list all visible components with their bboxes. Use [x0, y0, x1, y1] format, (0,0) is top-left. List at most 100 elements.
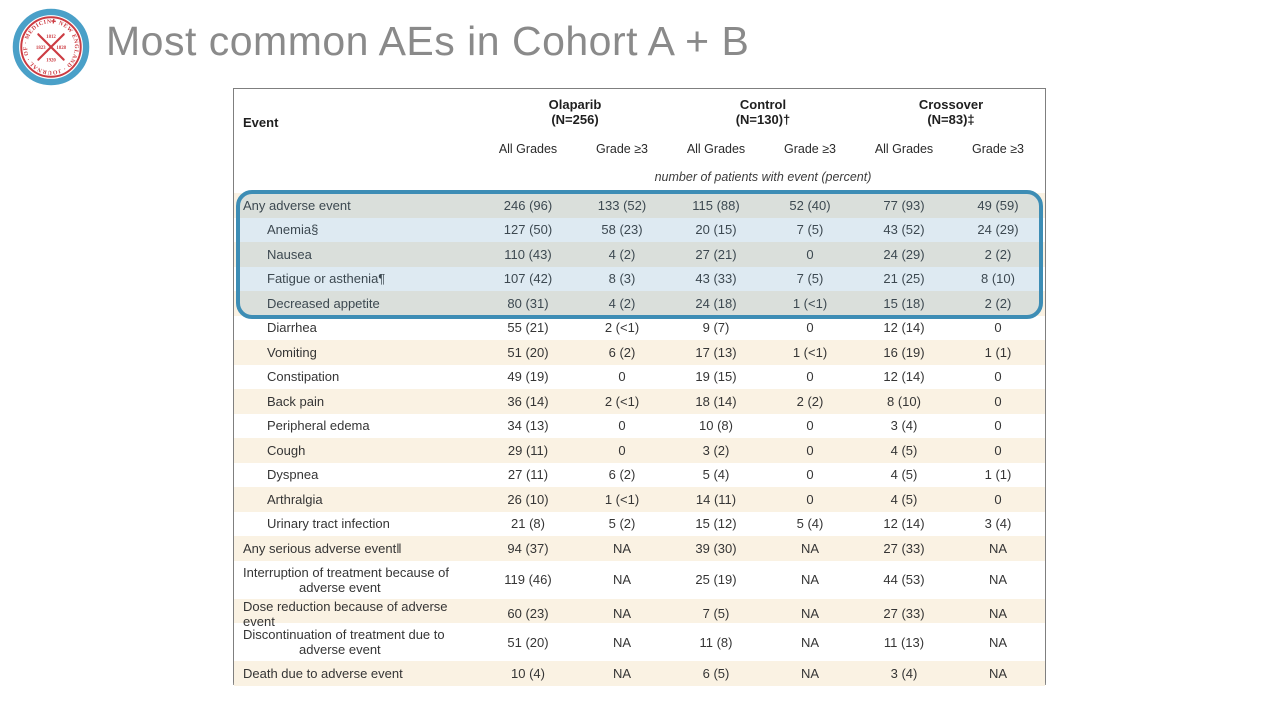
table-row: Interruption of treatment because of adv… [234, 560, 1045, 599]
value-cell: 80 (31) [507, 295, 549, 311]
table-row: Cough 29 (11) 0 3 (2) 0 4 (5) 0 [234, 438, 1045, 463]
value-cell: 10 (8) [699, 418, 733, 434]
value-cell: 3 (4) [984, 516, 1012, 532]
group-name: Control [739, 97, 787, 112]
subheader-all-grades: All Grades [686, 142, 746, 156]
value-cell: 27 (21) [695, 246, 737, 262]
value-cell: 0 [806, 246, 814, 262]
value-cell: 52 (40) [789, 197, 831, 213]
value-cell: 0 [806, 369, 814, 385]
value-cell: 12 (14) [883, 369, 925, 385]
treatment-group-header-row: Olaparib (N=256) Control (N=130)† Crosso… [234, 97, 1045, 127]
value-cell: 7 (5) [796, 222, 824, 238]
logo-year-bottom: 1920 [46, 59, 56, 64]
value-cell: 9 (7) [702, 320, 730, 336]
event-label: Any adverse event [243, 197, 351, 213]
table-row: Anemia§ 127 (50) 58 (23) 20 (15) 7 (5) 43 (5… [234, 217, 1045, 242]
value-cell: NA [612, 540, 632, 556]
value-cell: NA [800, 634, 820, 650]
event-label: Constipation [267, 369, 340, 385]
value-cell: 15 (12) [695, 516, 737, 532]
table-row: Fatigue or asthenia¶ 107 (42) 8 (3) 43 (33… [234, 266, 1045, 291]
value-cell: 110 (43) [504, 246, 552, 262]
value-cell: 4 (5) [890, 442, 918, 458]
value-cell: 4 (2) [608, 246, 636, 262]
subheader-grade3: Grade ≥3 [595, 142, 649, 156]
value-cell: 3 (4) [890, 665, 918, 681]
value-cell: 0 [806, 467, 814, 483]
event-label: Interruption of treatment because of adv… [243, 564, 449, 595]
value-cell: NA [988, 634, 1008, 650]
value-cell: 8 (3) [608, 271, 636, 287]
value-cell: 44 (53) [883, 572, 925, 587]
value-cell: 1 (1) [984, 344, 1012, 360]
event-label: Any serious adverse event‖ [243, 540, 402, 556]
value-cell: 60 (23) [507, 606, 549, 621]
value-cell: 1 (<1) [792, 344, 828, 360]
value-cell: 11 (13) [883, 634, 925, 650]
value-cell: 12 (14) [883, 320, 925, 336]
value-cell: 15 (18) [883, 295, 925, 311]
subheader-all-grades: All Grades [874, 142, 934, 156]
value-cell: 43 (33) [695, 271, 737, 287]
value-cell: 3 (2) [702, 442, 730, 458]
subheader-grade3: Grade ≥3 [971, 142, 1025, 156]
value-cell: 51 (20) [507, 634, 549, 650]
value-cell: NA [800, 540, 820, 556]
value-cell: 2 (2) [984, 246, 1012, 262]
value-cell: 27 (33) [883, 606, 925, 621]
value-cell: 8 (10) [887, 393, 921, 409]
table-row: Nausea 110 (43) 4 (2) 27 (21) 0 24 (29) 2 (2) [234, 242, 1045, 267]
value-cell: 7 (5) [702, 606, 730, 621]
value-cell: 0 [618, 418, 626, 434]
table-row: Urinary tract infection 21 (8) 5 (2) 15 (1… [234, 511, 1045, 536]
value-cell: 1 (<1) [792, 295, 828, 311]
value-cell: 0 [618, 442, 626, 458]
value-cell: 77 (93) [883, 197, 925, 213]
value-cell: 49 (19) [507, 369, 549, 385]
value-cell: 6 (5) [702, 665, 730, 681]
value-cell: 10 (4) [511, 665, 545, 681]
event-label: Peripheral edema [267, 418, 370, 434]
table-row: Diarrhea 55 (21) 2 (<1) 9 (7) 0 12 (14) 0 [234, 315, 1045, 340]
table-row: Decreased appetite 80 (31) 4 (2) 24 (18) 1 … [234, 291, 1045, 316]
column-group-control: Control (N=130)† [669, 97, 857, 127]
event-label: Dyspnea [267, 467, 319, 483]
value-cell: NA [988, 665, 1008, 681]
table-header: Event Olaparib (N=256) Control (N=130)† … [234, 89, 1045, 193]
value-cell: 25 (19) [695, 572, 737, 587]
value-cell: 5 (4) [702, 467, 730, 483]
value-cell: 0 [994, 393, 1002, 409]
page-title: Most common AEs in Cohort A + B [106, 18, 750, 64]
value-cell: 5 (4) [796, 516, 824, 532]
table-row: Any serious adverse event‖ 94 (37) NA 39 (… [234, 536, 1045, 561]
value-cell: 0 [806, 491, 814, 507]
value-cell: 36 (14) [507, 393, 549, 409]
value-cell: 1 (1) [984, 467, 1012, 483]
value-cell: 4 (5) [890, 467, 918, 483]
value-cell: 0 [806, 442, 814, 458]
table-row: Vomiting 51 (20) 6 (2) 17 (13) 1 (<1) 16 (19… [234, 340, 1045, 365]
value-cell: NA [988, 540, 1008, 556]
column-group-olaparib: Olaparib (N=256) [481, 97, 669, 127]
value-cell: 0 [994, 369, 1002, 385]
value-cell: 8 (10) [981, 271, 1015, 287]
value-cell: NA [612, 634, 632, 650]
value-cell: 246 (96) [503, 197, 553, 213]
event-label: Fatigue or asthenia¶ [267, 271, 386, 287]
table-body: Any adverse event 246 (96) 133 (52) 115 (8… [234, 193, 1045, 686]
value-cell: 119 (46) [504, 572, 552, 587]
event-label: Discontinuation of treatment due to adve… [243, 627, 445, 657]
units-note: number of patients with event (percent) [654, 170, 872, 184]
event-label: Back pain [267, 393, 325, 409]
value-cell: 26 (10) [507, 491, 549, 507]
value-cell: 14 (11) [695, 491, 737, 507]
value-cell: 11 (8) [699, 634, 733, 650]
value-cell: 16 (19) [883, 344, 925, 360]
event-column-header: Event [243, 115, 279, 130]
value-cell: 0 [806, 320, 814, 336]
value-cell: 2 (2) [984, 295, 1012, 311]
value-cell: 39 (30) [695, 540, 737, 556]
value-cell: 115 (88) [692, 197, 740, 213]
